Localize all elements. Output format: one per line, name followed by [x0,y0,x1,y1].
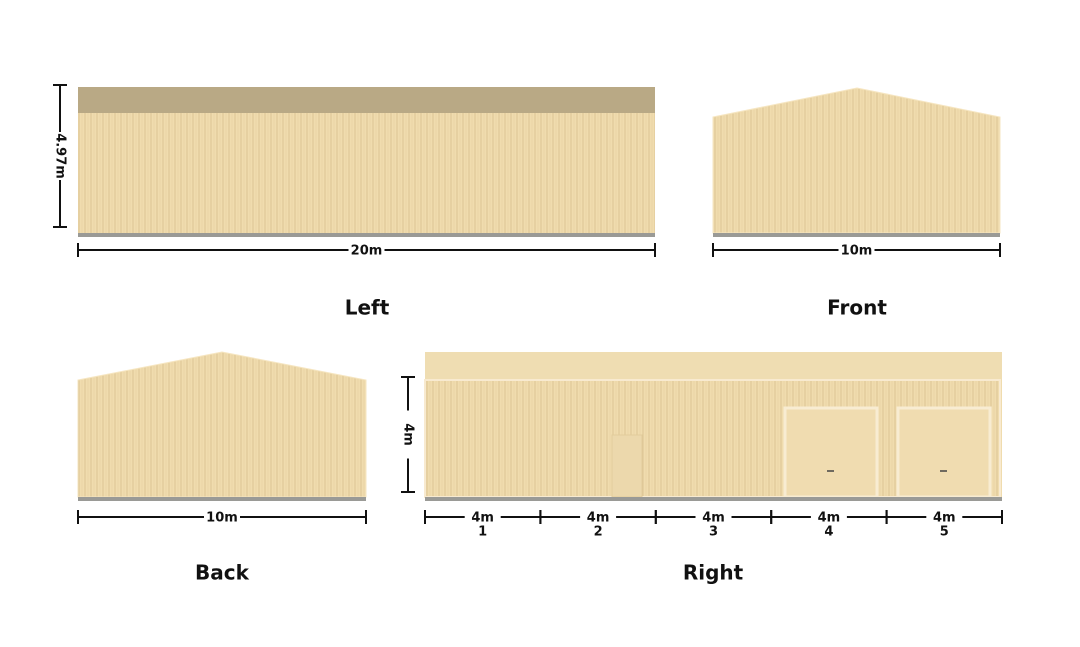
gable-wall [712,87,1001,234]
personal-door [611,434,643,498]
dim-label: 4m [401,423,416,446]
roof-band [78,87,655,113]
dim-label: 4m [818,511,841,526]
dim-label: 10m [841,244,873,259]
dim-label: 20m [351,244,383,259]
wall [78,113,655,233]
bay-number: 4 [824,525,833,540]
dim-label-bg [580,509,617,525]
dim-label: 4m [587,511,610,526]
dim-label-bg [926,509,963,525]
dim-label-bg [204,509,240,525]
bay-number: 5 [940,525,949,540]
dim-label-bg [348,242,385,258]
slab [78,497,366,501]
roller-door [896,406,992,499]
dim-label: 4m [471,511,494,526]
dim-label-bg [52,132,68,180]
roller-door [783,406,879,499]
view-title: Front [827,296,887,320]
bay-number: 1 [478,525,487,540]
dim-label: 4.97m [53,133,68,179]
bay-number: 3 [709,525,718,540]
dim-label-bg [838,242,875,258]
bay-number: 2 [594,525,603,540]
roof-band [425,352,1002,380]
view-title: Left [345,296,390,320]
dim-label-bg [695,509,732,525]
slab [425,497,1002,501]
dim-label-bg [464,509,501,525]
view-title: Back [195,561,250,585]
slab [713,233,1000,237]
dim-label-bg [810,509,847,525]
view-title: Right [683,561,744,585]
slab [78,233,655,237]
dim-label: 4m [933,511,956,526]
dim-label: 4m [702,511,725,526]
dim-label: 10m [206,511,238,526]
dim-label-bg [400,410,416,459]
gable-wall [77,351,367,498]
